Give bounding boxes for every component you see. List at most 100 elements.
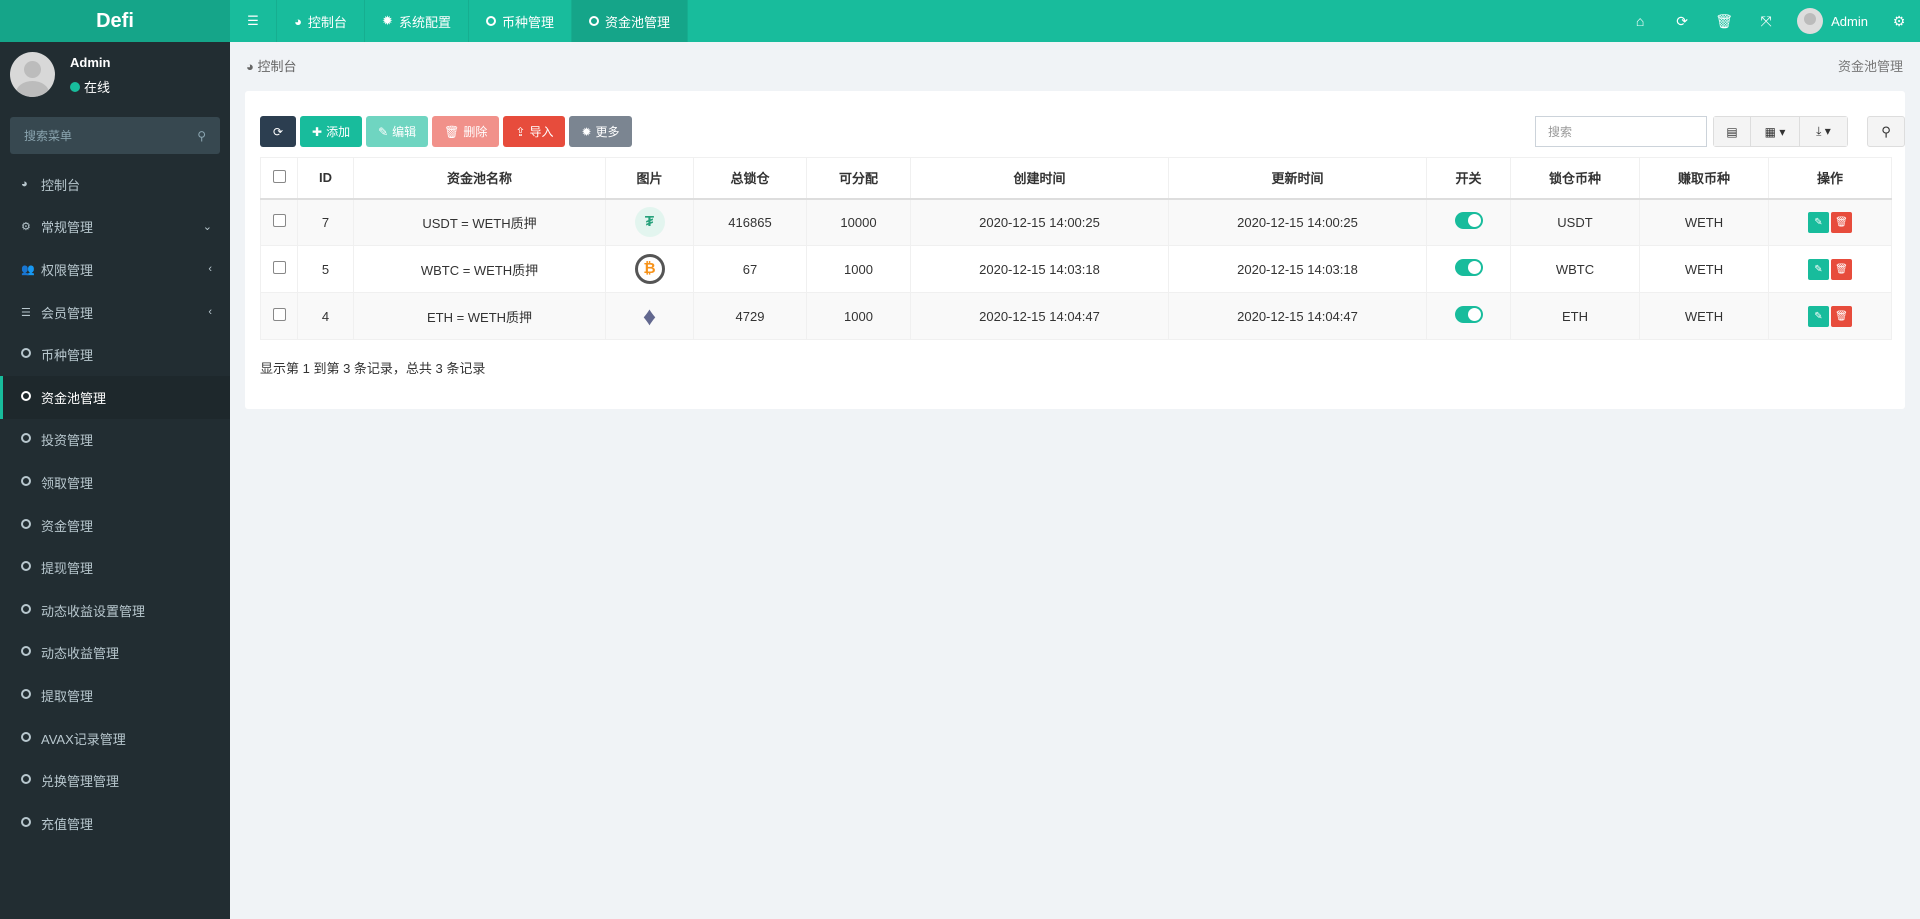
cell-allocatable: 1000 — [806, 292, 911, 340]
more-button[interactable]: ✹ 更多 — [569, 116, 632, 147]
chevron-icon: ‹ — [208, 306, 212, 319]
list-icon: ☰ — [21, 306, 31, 319]
cell-lock-coin: USDT — [1510, 198, 1640, 246]
sidebar-item-label: 币种管理 — [41, 348, 94, 364]
row-checkbox[interactable] — [260, 245, 298, 293]
sidebar-item[interactable]: ◕ 控制台 — [0, 163, 230, 206]
columns-button[interactable]: ▦ ▾ — [1751, 117, 1800, 146]
cell-allocatable: 1000 — [806, 245, 911, 293]
cell-image: ₿ — [605, 245, 694, 293]
sidebar-item[interactable]: 投资管理 — [0, 419, 230, 462]
status-toggle[interactable] — [1454, 212, 1483, 230]
trash-icon[interactable]: 🗑 — [1715, 12, 1734, 29]
cell-switch — [1426, 245, 1511, 293]
circle-icon — [21, 561, 41, 574]
pool-table: ID 资金池名称 图片 总锁仓 可分配 创建时间 更新时间 开关 锁仓币种 赚取币种 操作 7 US… — [260, 157, 1892, 340]
row-checkbox[interactable] — [260, 198, 298, 246]
tab-pool-management[interactable]: 资金池管理 — [572, 0, 688, 42]
tab-coin-management[interactable]: 币种管理 — [469, 0, 572, 42]
import-button[interactable]: ⇪ 导入 — [503, 116, 566, 147]
status-toggle[interactable] — [1454, 259, 1483, 276]
sidebar-item-label: 充值管理 — [41, 816, 94, 832]
tab-dashboard[interactable]: ◕ 控制台 — [277, 0, 365, 42]
user-menu[interactable]: Admin — [1797, 8, 1868, 34]
sidebar-item[interactable]: 提现管理 — [0, 546, 230, 589]
row-delete-button[interactable]: 🗑 — [1831, 211, 1852, 233]
row-edit-button[interactable]: ✎ — [1808, 305, 1829, 327]
sidebar-item[interactable]: 提取管理 — [0, 674, 230, 717]
row-checkbox[interactable] — [260, 292, 298, 340]
refresh-icon[interactable]: ⟳ — [1676, 12, 1688, 29]
circle-icon — [21, 603, 41, 617]
plus-icon: ✚ — [312, 124, 323, 139]
cell-total-locked: 416865 — [693, 198, 807, 246]
gear-icon: ✹ — [581, 124, 592, 139]
sidebar-menu: ◕ 控制台 ⚙ 常规管理 ⌄ 👥 权限管理 ‹ ☰ 会员管理 ‹ 币种管理资金池管理 投资管理领取管理资… — [0, 163, 230, 845]
column-header[interactable]: 开关 — [1426, 157, 1511, 200]
sidebar-item[interactable]: 动态收益管理 — [0, 632, 230, 675]
column-header[interactable]: 操作 — [1768, 157, 1892, 200]
advanced-search-button[interactable]: ⚲ — [1867, 116, 1905, 147]
column-header[interactable]: 总锁仓 — [693, 157, 807, 200]
circle-icon — [21, 646, 41, 659]
select-all-checkbox[interactable] — [260, 157, 298, 200]
sidebar-item[interactable]: 充值管理 — [0, 802, 230, 845]
row-edit-button[interactable]: ✎ — [1808, 211, 1829, 233]
column-header[interactable]: 创建时间 — [910, 157, 1169, 200]
export-button[interactable]: ⤓ ▾ — [1800, 117, 1847, 146]
sidebar-item[interactable]: ⚙ 常规管理 ⌄ — [0, 206, 230, 249]
sidebar-item[interactable]: 领取管理 — [0, 461, 230, 504]
cogs-icon[interactable]: ⚙ — [1892, 12, 1906, 29]
cell-id: 7 — [297, 198, 354, 246]
usdt-coin-icon: ₮ — [634, 207, 665, 238]
menu-search-input[interactable]: 搜索菜单 ⚲ — [10, 117, 220, 154]
sidebar-item[interactable]: 币种管理 — [0, 333, 230, 376]
cell-total-locked: 4729 — [693, 292, 807, 340]
sidebar-item[interactable]: 动态收益设置管理 — [0, 589, 230, 632]
table-row: 4 ETH = WETH质押 ♦ 4729 1000 2020-12-15 14… — [260, 292, 1892, 340]
sidebar-item[interactable]: AVAX记录管理 — [0, 717, 230, 760]
fullscreen-icon[interactable]: ⤧ — [1760, 12, 1772, 29]
menu-toggle-icon[interactable]: ☰ — [230, 0, 277, 42]
table-row: 5 WBTC = WETH质押 ₿ 67 1000 2020-12-15 14:… — [260, 245, 1892, 293]
logo[interactable]: Defi — [0, 0, 230, 42]
edit-button[interactable]: ✎ 编辑 — [366, 116, 429, 147]
column-header[interactable]: 锁仓币种 — [1510, 157, 1640, 200]
sidebar-item[interactable]: ☰ 会员管理 ‹ — [0, 291, 230, 334]
sidebar-item[interactable]: 👥 权限管理 ‹ — [0, 248, 230, 291]
sidebar-item-label: 提取管理 — [41, 688, 94, 704]
cell-lock-coin: ETH — [1510, 292, 1640, 340]
sidebar-item-label: 会员管理 — [41, 305, 94, 321]
sidebar-item[interactable]: 资金管理 — [0, 504, 230, 547]
column-header[interactable]: 可分配 — [806, 157, 911, 200]
column-header[interactable]: 图片 — [605, 157, 694, 200]
status-toggle[interactable] — [1454, 306, 1483, 323]
search-icon[interactable]: ⚲ — [197, 128, 206, 143]
sidebar-item-label: 领取管理 — [41, 475, 94, 491]
sidebar-item[interactable]: 资金池管理 — [0, 375, 230, 419]
row-edit-button[interactable]: ✎ — [1808, 258, 1829, 280]
sidebar-item-label: 控制台 — [41, 177, 81, 193]
sidebar-item[interactable]: 兑换管理管理 — [0, 759, 230, 802]
sidebar-item-label: 动态收益设置管理 — [41, 603, 146, 619]
table-search-input[interactable]: 搜索 — [1535, 116, 1707, 147]
row-delete-button[interactable]: 🗑 — [1831, 258, 1852, 280]
upload-icon: ⇪ — [515, 124, 526, 139]
pencil-icon: ✎ — [378, 124, 389, 139]
refresh-button[interactable]: ⟳ — [260, 116, 296, 147]
chevron-icon: ‹ — [208, 263, 212, 276]
home-icon[interactable]: ⌂ — [1635, 13, 1645, 29]
add-button[interactable]: ✚ 添加 — [300, 116, 363, 147]
column-header[interactable]: 赚取币种 — [1639, 157, 1769, 200]
toggle-view-button[interactable]: ▤ — [1714, 117, 1751, 146]
breadcrumb[interactable]: ◕ 控制台 — [246, 59, 297, 74]
tab-system-config[interactable]: ✹ 系统配置 — [365, 0, 469, 42]
delete-button[interactable]: 🗑 删除 — [432, 116, 500, 147]
toolbar: ⟳ ✚ 添加 ✎ 编辑 🗑 删除 ⇪ 导入 ✹ 更多 — [260, 116, 632, 147]
eth-coin-icon: ♦ — [642, 300, 657, 331]
online-dot-icon — [70, 81, 80, 92]
column-header[interactable]: ID — [297, 157, 354, 200]
column-header[interactable]: 资金池名称 — [353, 157, 606, 200]
column-header[interactable]: 更新时间 — [1168, 157, 1427, 200]
row-delete-button[interactable]: 🗑 — [1831, 305, 1852, 327]
